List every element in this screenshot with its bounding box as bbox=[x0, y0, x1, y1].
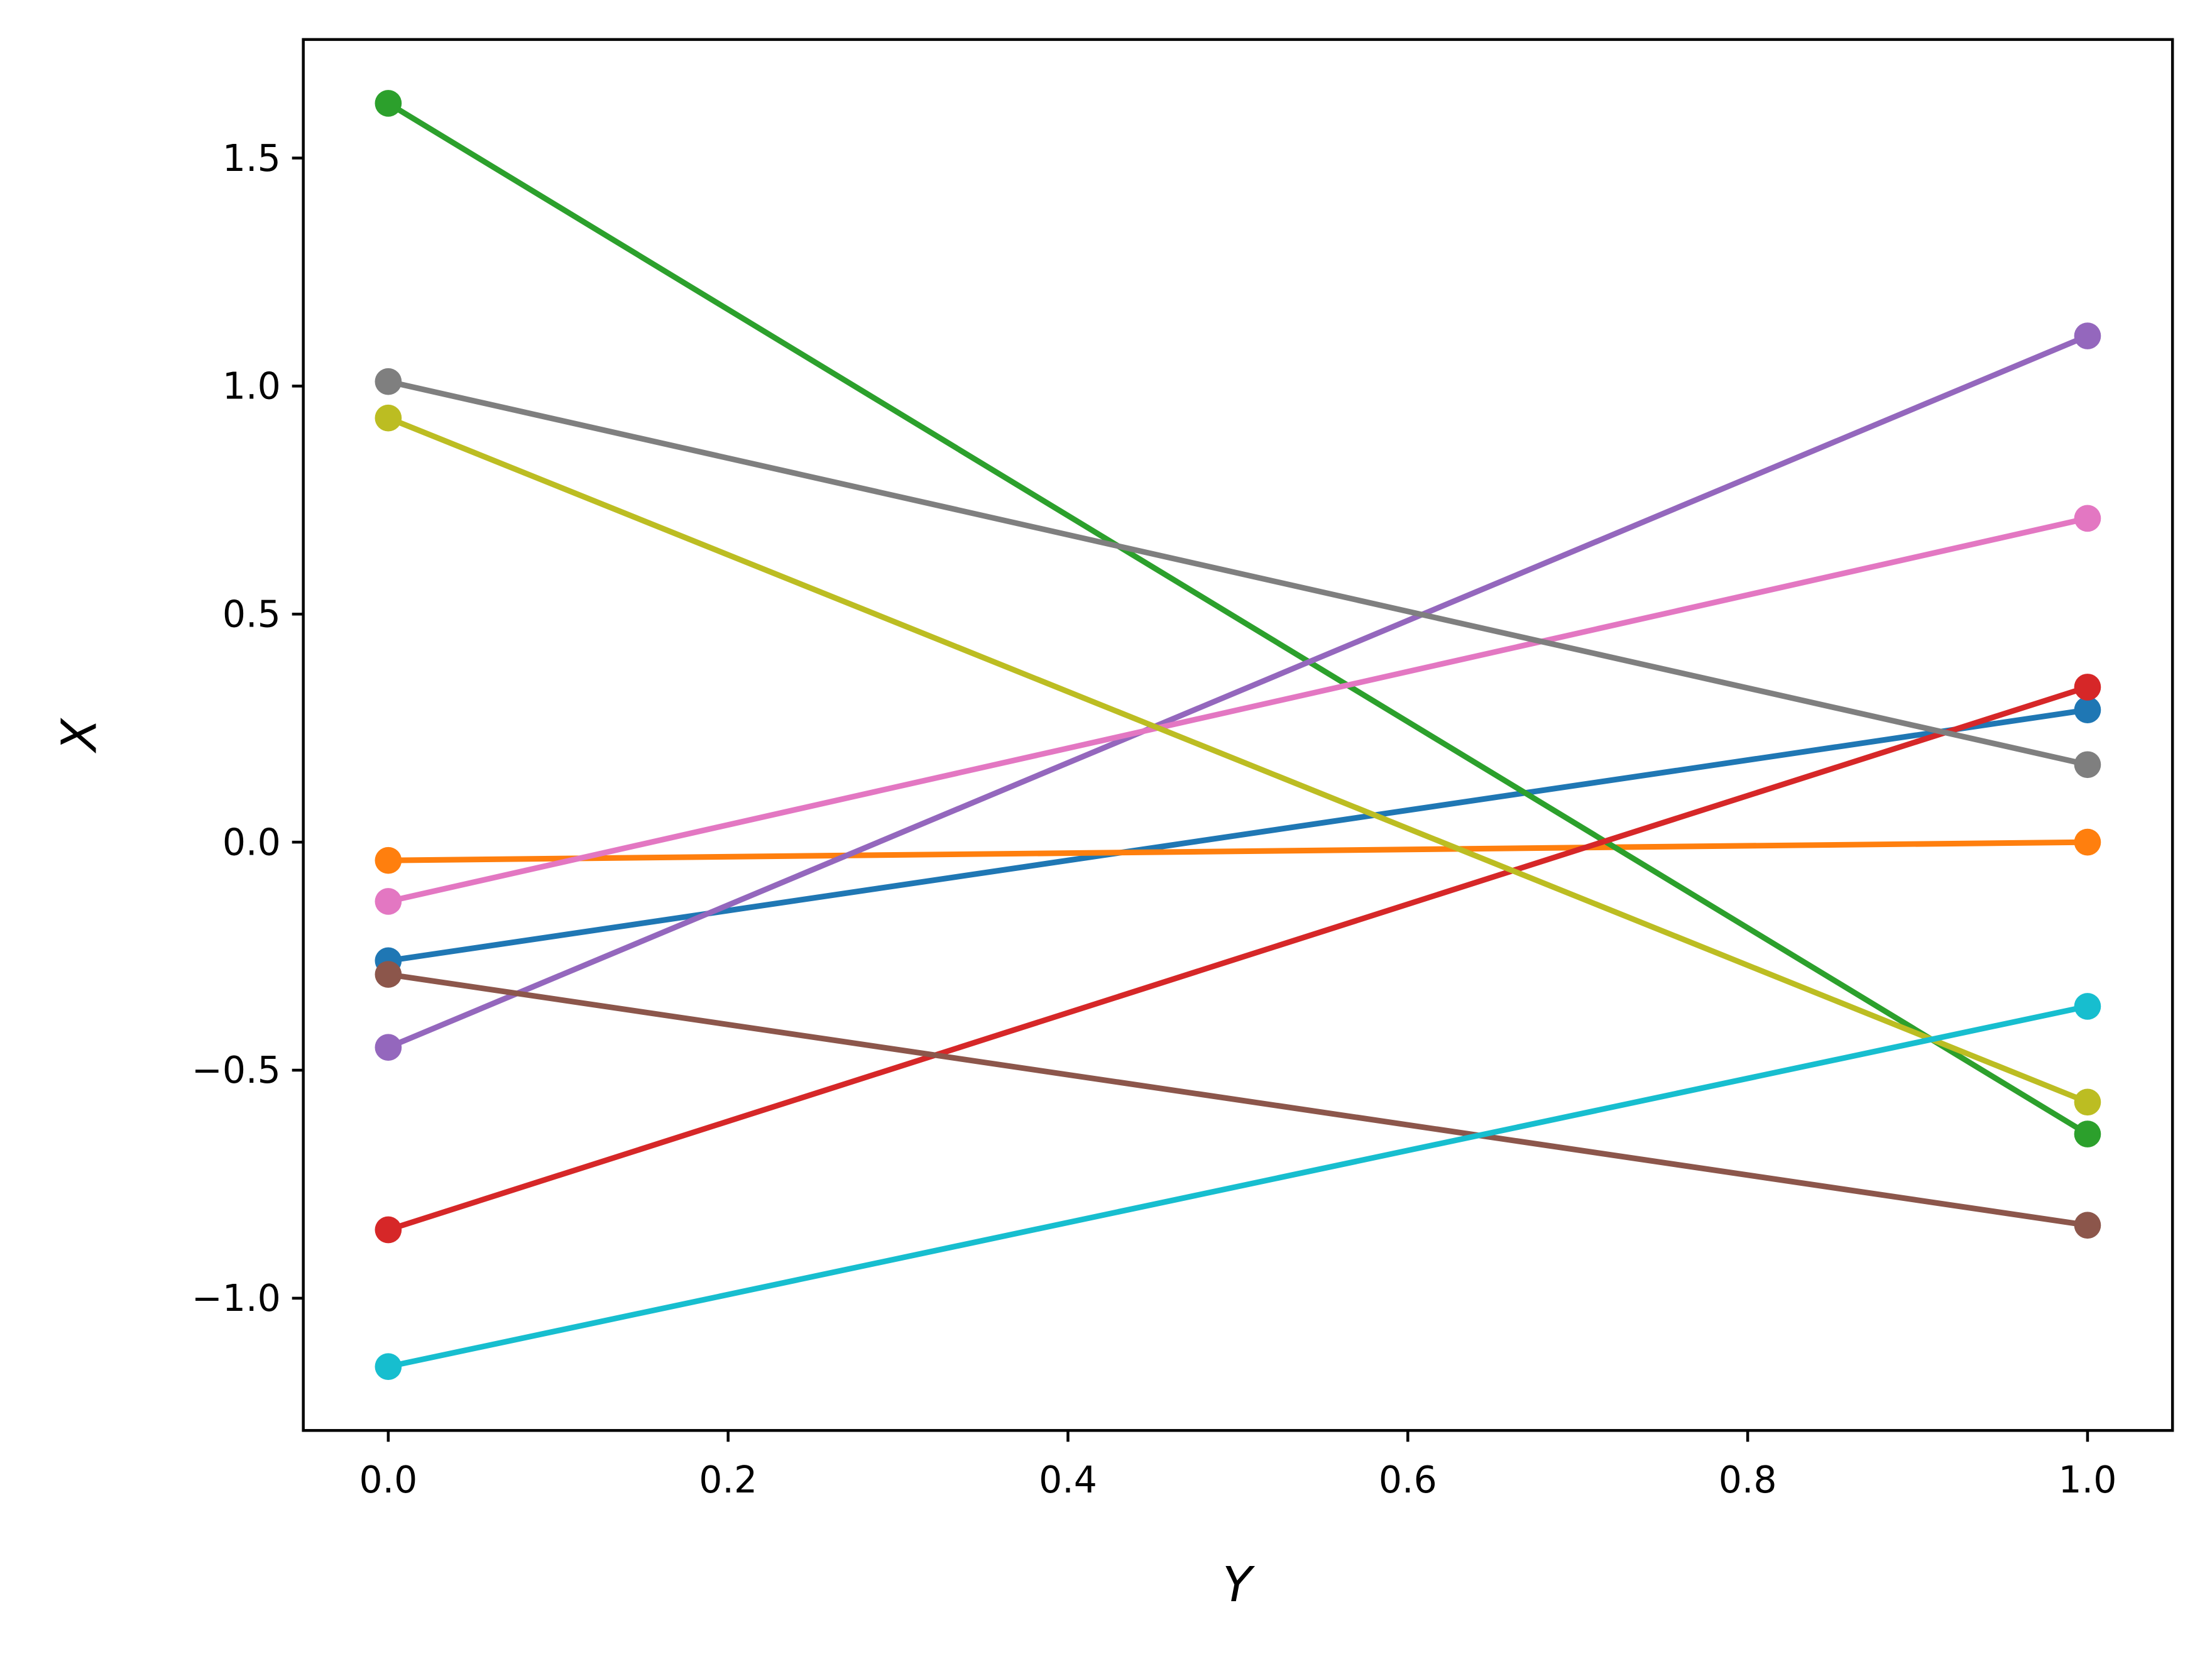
data-point bbox=[2074, 505, 2101, 532]
series-line bbox=[388, 839, 2088, 863]
data-point bbox=[2074, 828, 2101, 856]
x-axis: 0.0 0.2 0.4 0.6 0.8 1.0 bbox=[359, 1430, 2116, 1501]
series-line bbox=[387, 684, 2089, 1233]
y-tick-label: −1.0 bbox=[192, 1277, 281, 1320]
axes-frame bbox=[302, 38, 2174, 1432]
series-line bbox=[388, 707, 2088, 964]
series-4 bbox=[375, 674, 2101, 1244]
data-point bbox=[2074, 322, 2101, 349]
x-axis-label: Y bbox=[1222, 1557, 1255, 1612]
data-point bbox=[375, 961, 402, 988]
data-point bbox=[375, 1353, 402, 1381]
series-8 bbox=[375, 368, 2101, 779]
series-line bbox=[388, 972, 2088, 1229]
data-point bbox=[375, 1034, 402, 1061]
x-tick-label: 0.0 bbox=[359, 1459, 417, 1501]
data-point bbox=[2074, 1212, 2101, 1239]
series-10 bbox=[375, 993, 2101, 1381]
data-point bbox=[375, 1216, 402, 1244]
series-5 bbox=[375, 322, 2101, 1061]
data-point bbox=[2074, 674, 2101, 701]
y-tick-label: −0.5 bbox=[192, 1049, 281, 1092]
series-line bbox=[387, 333, 2089, 1050]
data-point bbox=[2074, 696, 2101, 724]
data-point bbox=[375, 404, 402, 432]
series-line bbox=[387, 515, 2088, 904]
series-line bbox=[387, 415, 2089, 1105]
data-point bbox=[375, 888, 402, 915]
series-7 bbox=[375, 505, 2101, 915]
y-tick-label: 1.0 bbox=[222, 365, 281, 408]
series-line bbox=[386, 101, 2089, 1137]
x-tick-label: 0.6 bbox=[1379, 1459, 1437, 1501]
series-6 bbox=[375, 961, 2101, 1239]
series-9 bbox=[375, 404, 2101, 1116]
data-point bbox=[2074, 1088, 2101, 1116]
x-tick-label: 0.2 bbox=[699, 1459, 757, 1501]
series-3 bbox=[375, 90, 2101, 1147]
data-point bbox=[2074, 751, 2101, 779]
series-line bbox=[387, 378, 2088, 768]
y-tick-label: 0.0 bbox=[222, 821, 281, 863]
y-axis: −1.0 −0.5 0.0 0.5 1.0 1.5 bbox=[192, 137, 304, 1320]
x-tick-label: 1.0 bbox=[2059, 1459, 2117, 1501]
x-tick-label: 0.4 bbox=[1039, 1459, 1097, 1501]
data-point bbox=[2074, 993, 2101, 1020]
y-tick-label: 0.5 bbox=[222, 593, 281, 635]
x-tick-label: 0.8 bbox=[1719, 1459, 1777, 1501]
data-point bbox=[375, 368, 402, 395]
y-axis-label: X bbox=[52, 718, 107, 754]
data-point bbox=[375, 90, 402, 117]
data-point bbox=[2074, 1120, 2101, 1147]
series-line bbox=[387, 1004, 2088, 1370]
series-2 bbox=[375, 828, 2101, 874]
data-point bbox=[375, 846, 402, 874]
y-tick-label: 1.5 bbox=[222, 137, 281, 180]
series-layer bbox=[375, 90, 2101, 1381]
